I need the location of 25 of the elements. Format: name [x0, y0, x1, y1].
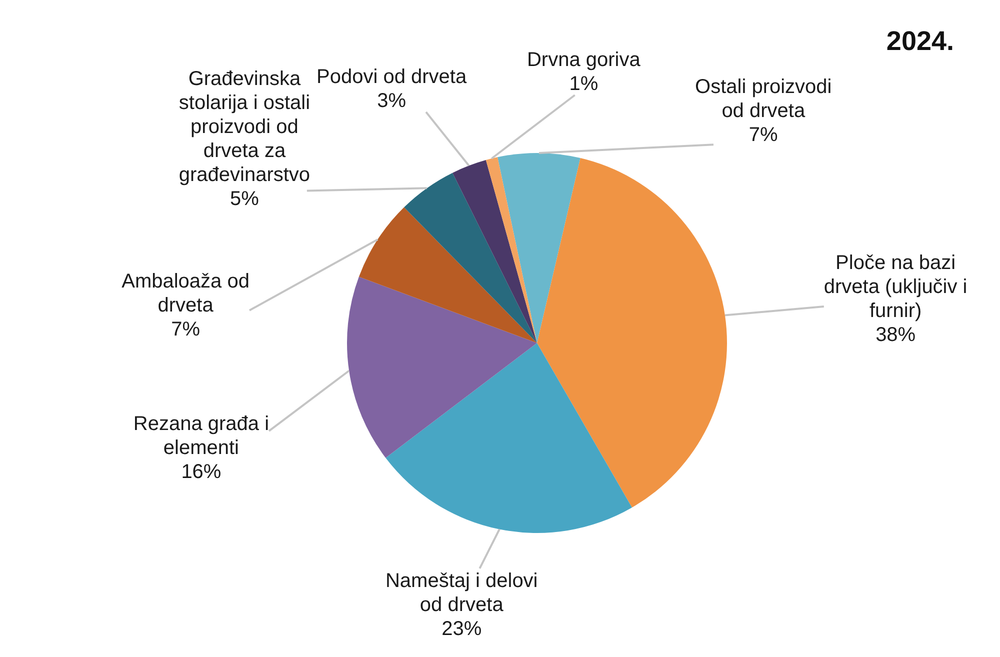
pie-slice [386, 343, 632, 533]
data-label: 1% [569, 72, 598, 95]
data-label: 16% [181, 461, 222, 484]
slice-label: Ambaloaža od drveta [122, 270, 250, 316]
pie-slice [537, 158, 727, 508]
slice-label: Podovi od drveta [316, 66, 468, 88]
slice-label: Građevinska stolarija i ostali proizvodi od drveta za građevinarstvo [178, 68, 310, 186]
data-label: 5% [230, 188, 260, 210]
pie-slice [404, 172, 537, 343]
pie-slice [347, 276, 537, 458]
slice-label: Ploče na bazi drveta (uključiv i furnir) [824, 252, 968, 322]
data-label: 7% [171, 318, 200, 340]
data-label: 23% [442, 618, 482, 640]
pie-slice [358, 207, 537, 343]
slice-label: Rezana građa i elementi [133, 413, 270, 460]
chart-title: 2024. [886, 26, 954, 56]
slice-label: Nameštaj i delovi od drveta [385, 570, 538, 616]
slice-label: Drvna goriva [526, 48, 642, 71]
pie-slice [486, 157, 537, 343]
data-label: 3% [377, 90, 406, 112]
pie-slice [452, 160, 537, 343]
slice-label: Ostali proizvodi od drveta [695, 76, 832, 122]
pie-slice [497, 153, 580, 343]
data-label: 7% [748, 124, 778, 146]
data-label: 38% [876, 324, 916, 346]
